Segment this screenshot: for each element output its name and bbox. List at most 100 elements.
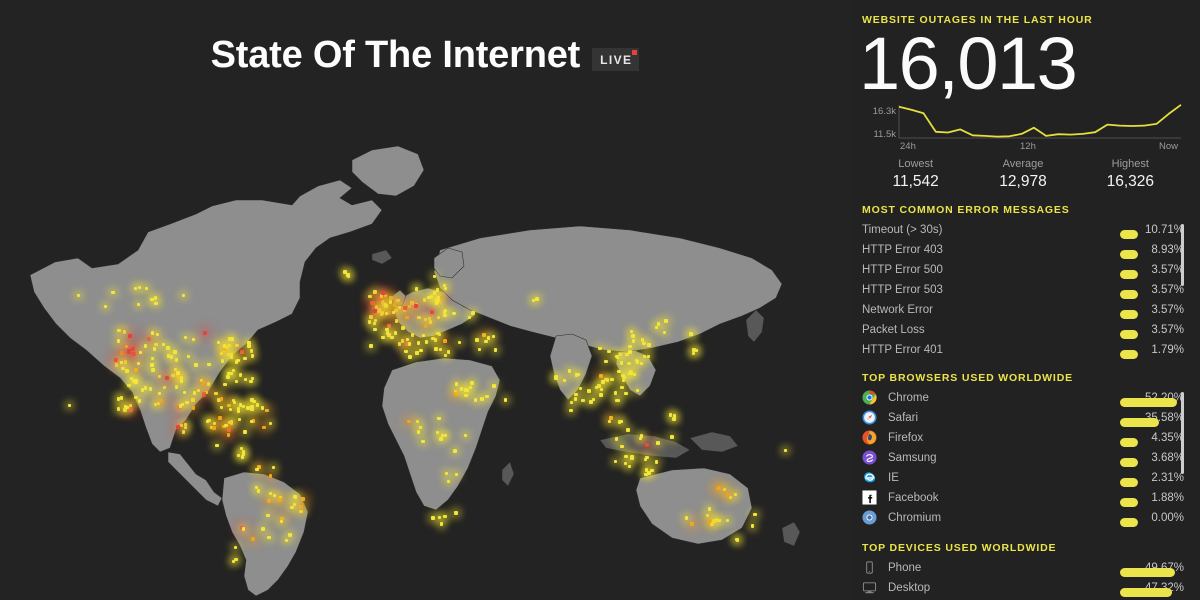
outage-dot [628, 344, 632, 348]
stats-side-panel[interactable]: WEBSITE OUTAGES IN THE LAST HOUR 16,013 … [850, 0, 1200, 600]
outage-dot [298, 504, 303, 509]
error-messages-scrollbar[interactable] [1181, 223, 1184, 286]
outage-dot [416, 341, 420, 345]
list-item[interactable]: Desktop47.32% [862, 578, 1184, 598]
list-item[interactable]: HTTP Error 401 1.79% [862, 340, 1184, 360]
stat-lowest: Lowest 11,542 [862, 157, 969, 191]
outage-dot [373, 327, 377, 332]
list-item-value: 1.79% [1151, 343, 1184, 356]
outage-dot [143, 344, 147, 348]
outage-dot [405, 337, 410, 342]
list-item[interactable]: Chromium 0.00% [862, 508, 1184, 528]
outage-dot [279, 516, 284, 521]
outage-dot [251, 418, 256, 423]
world-map-panel[interactable]: State Of The Internet LIVE [0, 0, 850, 600]
outage-dot [151, 368, 155, 372]
outage-cluster-glow [452, 381, 508, 409]
world-map-graphic[interactable] [0, 0, 850, 600]
stat-average: Average 12,978 [969, 157, 1076, 191]
outage-sparkline[interactable]: 16.3k 11.5k 24h 12h Now [862, 103, 1184, 155]
sparkline-x-labels: 24h 12h Now [898, 141, 1178, 155]
outage-dot [174, 358, 178, 362]
outage-dot [243, 356, 247, 361]
outage-dot [573, 397, 578, 401]
list-item[interactable]: IE 2.31% [862, 468, 1184, 488]
outage-dot [404, 349, 408, 354]
list-item[interactable]: Facebook 1.88% [862, 488, 1184, 508]
outage-dot [468, 385, 473, 390]
outage-dot [255, 403, 260, 407]
outage-dot [235, 343, 239, 348]
outage-dot [615, 355, 620, 359]
outage-dot [446, 480, 451, 484]
list-item[interactable]: Chrome52.20% [862, 388, 1184, 408]
outage-dot [644, 468, 649, 472]
list-item[interactable]: Packet Loss 3.57% [862, 320, 1184, 340]
outage-dot [627, 371, 632, 376]
outage-dot [379, 294, 384, 298]
outage-dot [226, 375, 230, 379]
outage-dot [397, 305, 402, 310]
list-item-label: IE [888, 471, 899, 484]
outage-dot [416, 430, 421, 434]
outage-dot [221, 424, 226, 429]
outage-dot [196, 388, 200, 393]
outage-dot [439, 522, 443, 526]
outage-dot [158, 399, 163, 404]
outage-dot [392, 311, 396, 315]
outage-dot [422, 298, 427, 302]
outage-dot [624, 462, 628, 466]
outage-dot [613, 391, 618, 395]
outage-dot [672, 414, 677, 418]
outage-dot [726, 518, 730, 522]
outage-dot [728, 495, 733, 499]
outage-dot [454, 511, 458, 515]
outage-dot [423, 324, 428, 328]
chromium-icon [862, 510, 884, 526]
error-messages-section-title: MOST COMMON ERROR MESSAGES [862, 203, 1070, 216]
outage-dot [372, 308, 377, 314]
outage-dot [562, 378, 567, 383]
outage-dot [662, 331, 666, 335]
outage-dot [128, 404, 133, 408]
browsers-scrollbar[interactable] [1181, 391, 1184, 474]
outage-dot [114, 357, 119, 363]
devices-scroll-area[interactable]: Phone49.67%Desktop47.32%Tablet3.01% [862, 558, 1184, 600]
outage-dot [124, 344, 129, 349]
devices-section: TOP DEVICES USED WORLDWIDE Phone49.67%De… [862, 542, 1184, 600]
live-badge: LIVE [592, 48, 640, 71]
outage-dot [710, 522, 714, 526]
outage-dot [464, 393, 468, 398]
outage-dot [117, 407, 121, 411]
outage-dot [241, 450, 245, 454]
outage-dot [153, 296, 158, 300]
outage-dot [410, 333, 415, 337]
outage-dot [373, 321, 377, 326]
outage-dot [227, 371, 231, 376]
list-item[interactable]: Firefox 4.35% [862, 428, 1184, 448]
outage-dot [597, 384, 601, 388]
outage-dot [639, 361, 644, 366]
browsers-section-title: TOP BROWSERS USED WORLDWIDE [862, 371, 1073, 384]
list-item[interactable]: HTTP Error 403 8.93% [862, 240, 1184, 260]
list-item[interactable]: Samsung 3.68% [862, 448, 1184, 468]
outage-dot [201, 392, 206, 397]
list-item[interactable]: HTTP Error 500 3.57% [862, 260, 1184, 280]
outage-dot [387, 311, 392, 316]
list-item[interactable]: Timeout (> 30s) 10.71% [862, 220, 1184, 240]
outage-dot [150, 356, 155, 360]
outage-dot [231, 368, 236, 373]
list-item[interactable]: Phone49.67% [862, 558, 1184, 578]
error-messages-scroll-area[interactable]: Timeout (> 30s) 10.71% HTTP Error 403 8.93%… [862, 220, 1184, 370]
list-item[interactable]: Safari 35.58% [862, 408, 1184, 428]
outage-dot [657, 322, 661, 326]
list-item[interactable]: Network Error 3.57% [862, 300, 1184, 320]
outage-dot [670, 435, 674, 439]
outage-dot [388, 295, 393, 300]
outage-dot [415, 419, 420, 424]
outage-dot [386, 323, 392, 328]
list-item[interactable]: HTTP Error 503 3.57% [862, 280, 1184, 300]
